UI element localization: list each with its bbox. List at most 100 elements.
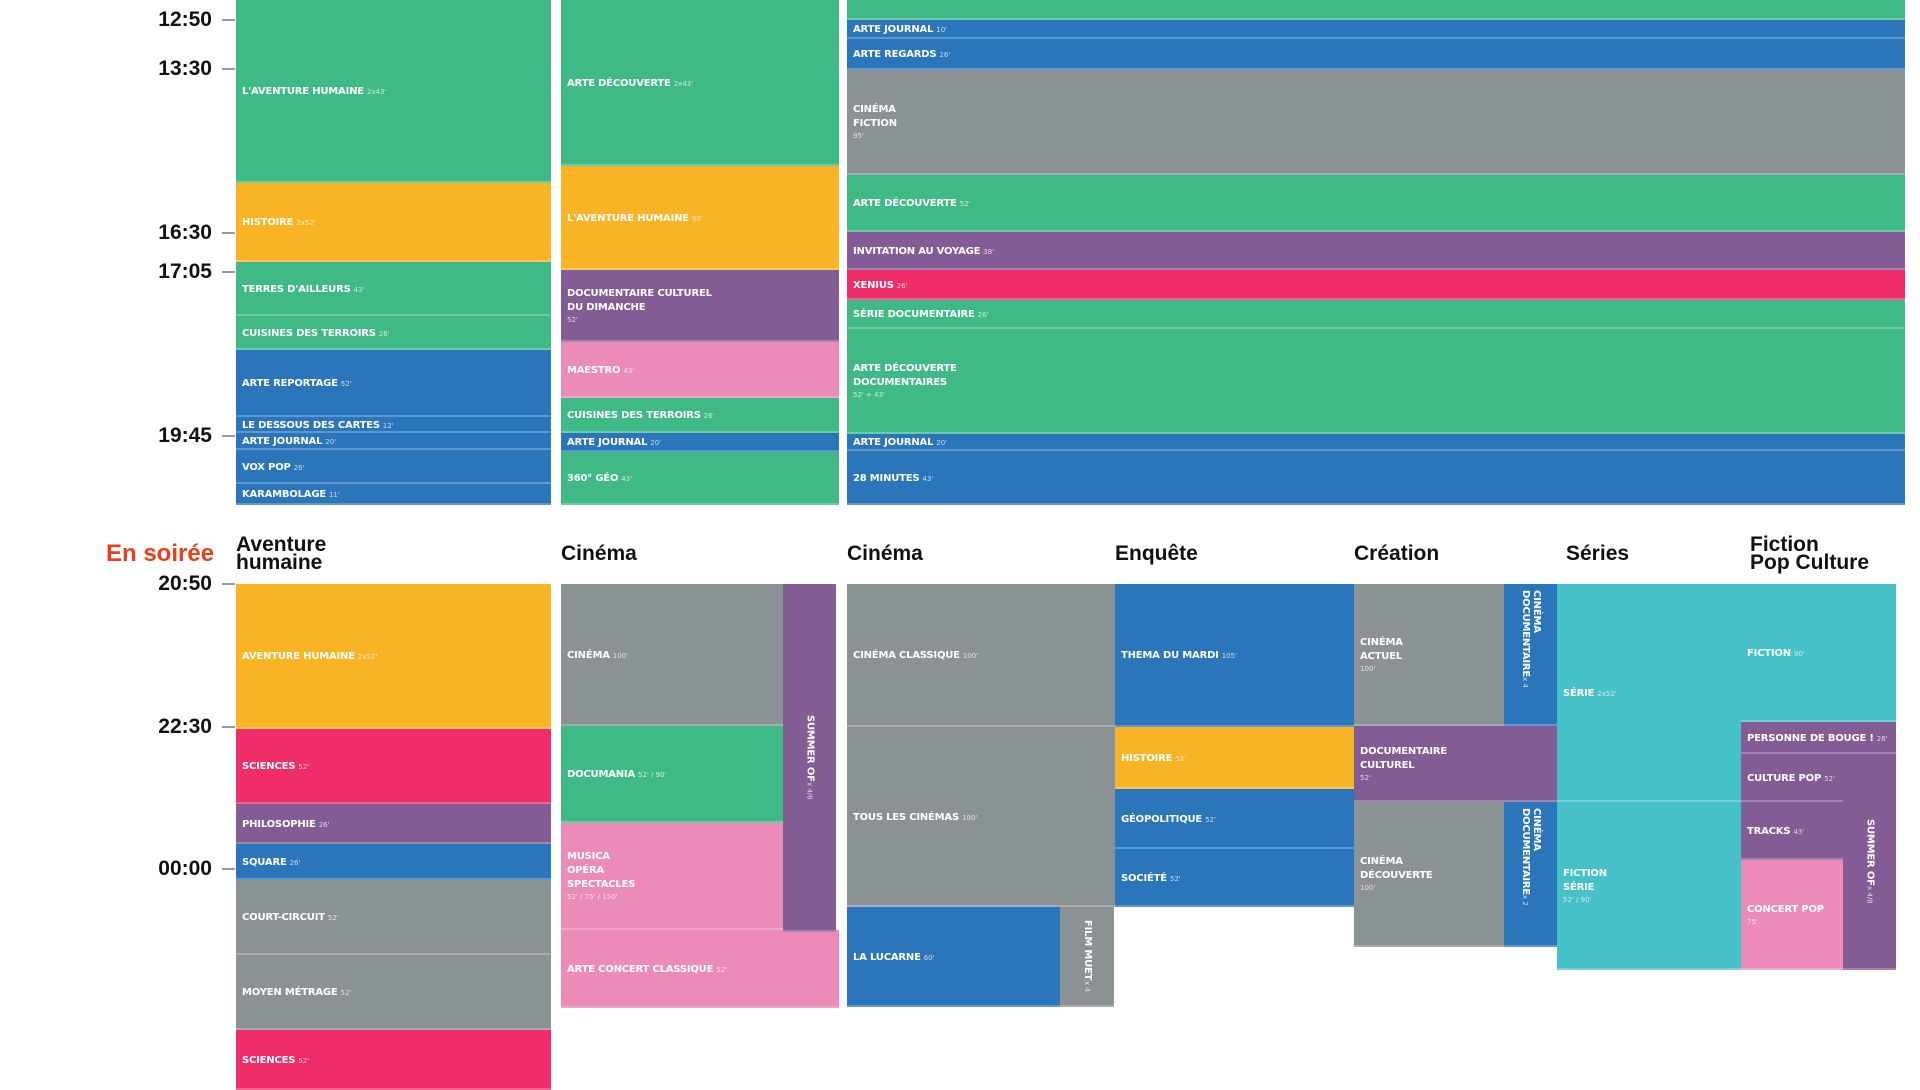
program-duration: 100' [962,652,979,660]
program-block[interactable]: CINÉMA DOCUMENTAIREx 2 [1504,802,1557,947]
program-label: LA LUCARNE 60' [853,949,935,964]
time-label: 12:50 [158,8,212,31]
program-block[interactable]: LA LUCARNE 60' [847,907,1060,1007]
program-block[interactable]: SQUARE 26' [236,844,551,880]
program-block[interactable]: FICTION SÉRIE 52' / 90' [1557,802,1741,970]
program-block[interactable]: SÉRIE 2x52' [1557,584,1741,802]
program-duration: 52' [716,965,728,974]
program-block[interactable]: ARTE JOURNAL 20' [561,433,839,452]
program-block[interactable]: L'AVENTURE HUMAINE 90' [561,166,839,270]
program-block[interactable]: AVENTURE HUMAINE 2x52' [236,584,551,729]
program-block[interactable]: ARTE REGARDS 26' [847,39,1905,70]
program-block[interactable]: ARTE DÉCOUVERTE 52' [847,175,1905,232]
program-label: HISTOIRE 2x52' [242,214,316,229]
program-block[interactable]: PHILOSOPHIE 26' [236,804,551,844]
program-block[interactable]: SOCIÉTÉ 52' [1115,849,1354,907]
program-block[interactable]: ARTE JOURNAL 20' [847,434,1905,451]
program-title: TRACKS [1747,825,1791,837]
program-block[interactable]: CUISINES DES TERROIRS 26' [561,398,839,433]
program-block[interactable]: TRACKS 43' [1741,802,1843,860]
program-duration: 26' [939,51,951,59]
program-label: FILM MUETx 4 [1081,920,1093,991]
program-block[interactable]: FICTION 90' [1741,584,1896,722]
program-block[interactable]: TERRES D'AILLEURS 43' [236,262,551,316]
program-block[interactable]: COURT-CIRCUIT 52' [236,880,551,955]
program-duration: 75' [1747,917,1758,926]
program-block[interactable]: ARTE CONCERT CLASSIQUE 52' [561,930,839,1008]
program-label: ARTE JOURNAL 20' [853,434,947,449]
program-block[interactable]: CONCERT POP 75' [1741,860,1843,970]
program-block[interactable]: ARTE DÉCOUVERTE 2x43' [561,0,839,166]
program-block[interactable]: ARTE JOURNAL 20' [236,433,551,450]
program-block[interactable]: MAESTRO 43' [561,342,839,398]
program-block[interactable]: MOYEN MÉTRAGE 52' [236,955,551,1030]
program-block[interactable]: CINÉMA 100' [561,584,783,726]
program-title: CINÉMA FICTION [853,104,897,129]
program-block[interactable]: ARTE DÉCOUVERTE DOCUMENTAIRES 52' + 43' [847,329,1905,434]
program-title: ARTE JOURNAL [853,24,934,35]
program-block[interactable]: CUISINES DES TERROIRS 26' [236,316,551,350]
program-block[interactable]: SCIENCES 52' [236,1030,551,1090]
column-header: Cinéma [561,542,637,565]
program-duration: 52' [1824,774,1835,783]
program-block[interactable] [847,0,1905,20]
program-duration: 26' [293,463,305,472]
program-block[interactable]: VOX POP 26' [236,450,551,484]
program-block[interactable]: 360° GÉO 43' [561,452,839,505]
program-title: ARTE DÉCOUVERTE DOCUMENTAIRES [853,363,957,388]
program-block[interactable]: DOCUMENTAIRE CULTUREL 52' [1354,726,1557,802]
program-duration: 11' [328,491,340,499]
program-duration: 52' [1360,773,1371,782]
program-block[interactable]: DOCUMANIA 52' / 90' [561,726,783,823]
program-duration: 52' / 90' [637,771,667,779]
program-label: L'AVENTURE HUMAINE 2x43' [242,83,386,98]
time-tick [222,271,235,273]
program-label: AVENTURE HUMAINE 2x52' [242,648,377,663]
program-block[interactable]: KARAMBOLAGE 11' [236,484,551,505]
program-block[interactable]: MUSICA OPÉRA SPECTACLES 52' / 75' / 150' [561,823,783,930]
program-block[interactable]: CULTURE POP 52' [1741,754,1843,802]
program-label: SCIENCES 52' [242,1052,309,1067]
program-block[interactable]: CINÉMA DÉCOUVERTE 100' [1354,802,1504,947]
program-block[interactable]: CINÉMA ACTUEL 100' [1354,584,1504,726]
program-duration: 100' [1360,884,1376,892]
program-block[interactable]: ARTE REPORTAGE 52' [236,350,551,417]
program-duration: 52' / 75' / 150' [567,893,618,901]
program-title: PHILOSOPHIE [242,818,316,830]
program-block[interactable]: ARTE JOURNAL 10' [847,20,1905,39]
program-label: ARTE JOURNAL 10' [853,21,947,36]
program-label: SÉRIE 2x52' [1563,685,1617,700]
program-title: ARTE DÉCOUVERTE [853,198,957,209]
program-block[interactable]: FILM MUETx 4 [1060,907,1114,1007]
time-label: 16:30 [158,221,212,244]
program-duration: 52' [298,1056,310,1065]
program-block[interactable]: 28 MINUTES 43' [847,451,1905,505]
program-label: MUSICA OPÉRA SPECTACLES 52' / 75' / 150' [567,848,635,903]
program-title: TERRES D'AILLEURS [242,283,351,295]
program-block[interactable]: TOUS LES CINÉMAS 100' [847,727,1115,907]
program-block[interactable]: HISTOIRE 52' [1115,727,1354,789]
program-block[interactable]: SUMMER OFx 4/8 [783,584,836,932]
program-block[interactable]: CINÉMA CLASSIQUE 100' [847,584,1115,727]
program-block[interactable]: CINÉMA FICTION 95' [847,70,1905,175]
program-block[interactable]: THEMA DU MARDI 105' [1115,584,1354,727]
program-block[interactable]: SUMMER OFx 4/8 [1843,754,1896,970]
program-duration: 52' [340,380,352,388]
program-block[interactable]: GÉOPOLITIQUE 52' [1115,789,1354,849]
program-duration: 52' [1169,874,1181,883]
column-header: Cinéma [847,542,923,565]
program-label: PERSONNE DE BOUGE ! 26' [1747,730,1888,745]
program-block[interactable]: XENIUS 26' [847,270,1905,300]
program-block[interactable]: SCIENCES 52' [236,729,551,804]
program-block[interactable]: CINÉMA DOCUMENTAIREx 4 [1504,584,1557,726]
program-block[interactable]: PERSONNE DE BOUGE ! 26' [1741,722,1896,754]
program-block[interactable]: SÉRIE DOCUMENTAIRE 26' [847,300,1905,329]
program-block[interactable]: LE DESSOUS DES CARTES 12' [236,417,551,433]
program-label: SÉRIE DOCUMENTAIRE 26' [853,306,988,321]
program-block[interactable]: INVITATION AU VOYAGE 38' [847,232,1905,270]
program-duration: x 4 [1083,980,1091,992]
program-title: ARTE REGARDS [853,49,937,60]
program-block[interactable]: DOCUMENTAIRE CULTUREL DU DIMANCHE 52' [561,270,839,342]
program-block[interactable]: L'AVENTURE HUMAINE 2x43' [236,0,551,183]
program-block[interactable]: HISTOIRE 2x52' [236,183,551,262]
